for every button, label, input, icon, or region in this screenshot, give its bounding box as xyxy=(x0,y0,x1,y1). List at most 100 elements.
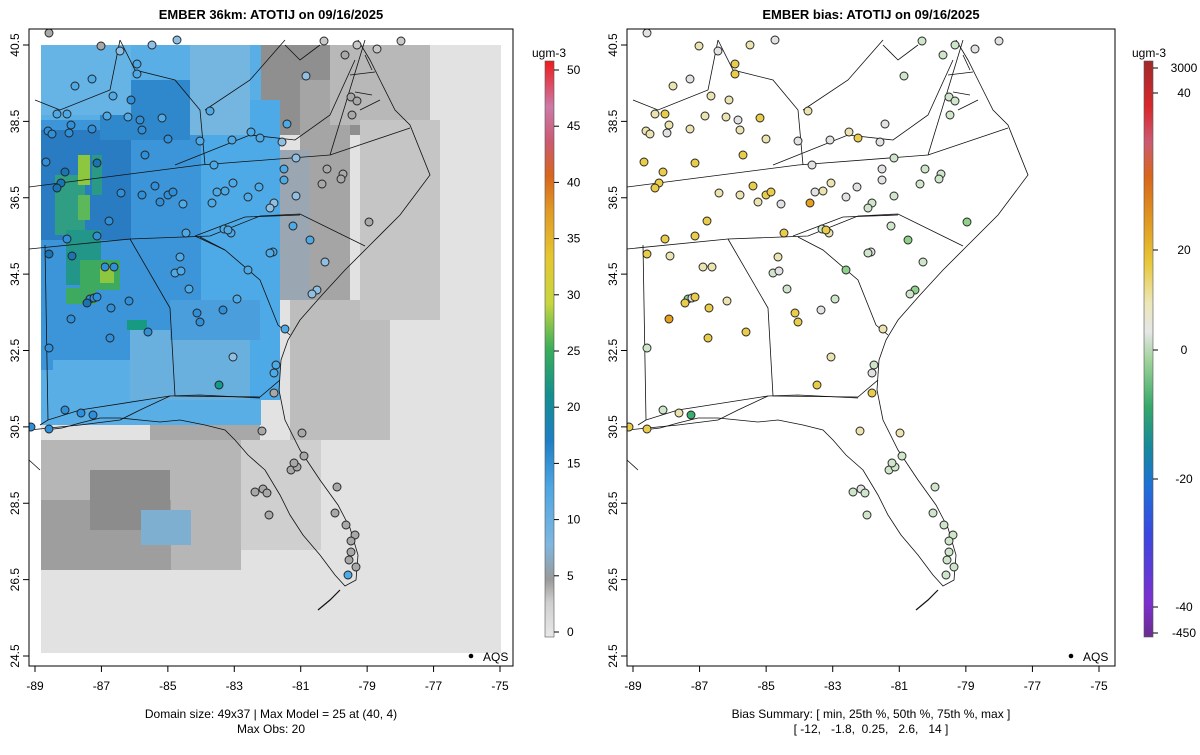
bias-marker xyxy=(841,265,851,275)
bias-marker xyxy=(761,134,771,144)
site-marker xyxy=(108,91,118,101)
bias-marker xyxy=(816,305,826,315)
site-marker xyxy=(126,95,136,105)
bias-marker xyxy=(899,71,909,81)
left-axes: -89 -87 -85 -83 -81 -79 -77 -75 24.5 26.5 28.5 30.5… xyxy=(8,33,509,693)
site-marker xyxy=(351,562,361,572)
colorbar-tick-label: 45 xyxy=(567,119,581,133)
bias-marker xyxy=(818,186,828,196)
site-marker xyxy=(143,327,153,337)
bias-marker xyxy=(698,262,708,272)
site-marker xyxy=(124,296,134,306)
site-marker xyxy=(52,183,62,193)
right-axes: -89 -87 -85 -83 -81 -79 -77 -75 24.5 26.5 28.5 30.5… xyxy=(606,33,1108,693)
site-marker xyxy=(175,252,185,262)
bias-marker xyxy=(793,317,803,327)
site-marker xyxy=(172,35,182,45)
bias-marker xyxy=(886,221,896,231)
left-footer-line1: Domain size: 49x37 | Max Model = 25 at (… xyxy=(145,707,397,721)
bias-marker xyxy=(664,314,674,324)
bias-marker xyxy=(686,410,696,420)
left-plot-frame xyxy=(28,28,514,667)
state-outlines-right xyxy=(627,39,1029,587)
site-marker xyxy=(176,266,186,276)
x-tick-label: -85 xyxy=(757,679,775,693)
bias-marker xyxy=(721,112,731,122)
site-marker xyxy=(317,179,327,189)
bias-marker xyxy=(807,160,817,170)
site-marker xyxy=(243,192,253,202)
colorbar-tick-label: 50 xyxy=(567,63,581,77)
site-marker xyxy=(346,92,356,102)
right-colorbar-ticks: 3000 40 20 0 -20 -40 -450 xyxy=(1153,61,1198,640)
bias-marker xyxy=(753,197,763,207)
site-marker xyxy=(319,36,329,46)
bias-marker xyxy=(934,174,944,184)
site-marker xyxy=(307,289,317,299)
site-marker xyxy=(100,262,110,272)
bias-marker xyxy=(920,164,930,174)
bias-marker xyxy=(903,235,913,245)
site-marker xyxy=(372,44,382,54)
site-marker xyxy=(66,120,76,130)
bias-marker xyxy=(949,562,959,572)
x-tick-label: -81 xyxy=(292,679,310,693)
site-marker xyxy=(106,303,116,313)
bias-marker xyxy=(915,179,925,189)
site-marker xyxy=(269,388,279,398)
colorbar-tick-label: 0 xyxy=(567,625,574,639)
y-tick-label: 30.5 xyxy=(606,415,620,439)
site-marker xyxy=(332,482,342,492)
site-marker xyxy=(254,182,264,192)
site-marker xyxy=(205,106,215,116)
bias-marker xyxy=(826,352,836,362)
site-marker xyxy=(207,198,217,208)
site-marker xyxy=(209,160,219,170)
left-map-area: AQS xyxy=(29,29,508,664)
site-marker xyxy=(195,317,205,327)
bias-marker xyxy=(627,422,634,432)
site-marker xyxy=(340,50,350,60)
bias-marker xyxy=(658,405,668,415)
site-marker xyxy=(150,181,160,191)
colorbar-tick-label: -40 xyxy=(1175,600,1193,614)
site-marker xyxy=(364,217,374,227)
x-tick-label: -77 xyxy=(1024,679,1042,693)
bias-marker xyxy=(844,127,854,137)
site-marker xyxy=(347,110,357,120)
site-marker xyxy=(116,188,126,198)
colorbar-tick-label: -20 xyxy=(1175,472,1193,486)
site-marker xyxy=(195,136,205,146)
bias-marker xyxy=(942,555,952,565)
site-marker xyxy=(115,46,125,56)
site-marker xyxy=(66,314,76,324)
left-colorbar-ticks: 0 5 10 15 20 25 30 35 40 45 50 xyxy=(554,63,581,639)
x-tick-label: -79 xyxy=(358,679,376,693)
site-marker xyxy=(228,352,238,362)
bias-marker xyxy=(690,292,700,302)
colorbar-tick-label: 15 xyxy=(567,456,581,470)
bias-marker xyxy=(650,183,660,193)
model-grid xyxy=(41,45,440,570)
site-marker xyxy=(137,190,147,200)
bias-marker xyxy=(994,36,1004,46)
bias-marker xyxy=(665,251,675,261)
colorbar-tick-label: 3000 xyxy=(1171,61,1198,75)
bias-marker xyxy=(668,81,678,91)
bias-marker xyxy=(945,110,955,120)
bias-marker xyxy=(812,380,822,390)
bias-marker xyxy=(918,257,928,267)
site-marker xyxy=(265,248,275,258)
site-marker xyxy=(214,380,224,390)
site-marker xyxy=(279,164,289,174)
x-tick-label: -75 xyxy=(1090,679,1108,693)
x-tick-label: -83 xyxy=(824,679,842,693)
y-tick-label: 28.5 xyxy=(606,491,620,515)
site-marker xyxy=(220,186,230,196)
bias-marker xyxy=(889,153,899,163)
bias-marker xyxy=(862,510,872,520)
y-tick-label: 32.5 xyxy=(8,338,22,362)
site-marker xyxy=(76,408,86,418)
site-marker xyxy=(67,251,77,261)
bias-marker xyxy=(700,111,710,121)
